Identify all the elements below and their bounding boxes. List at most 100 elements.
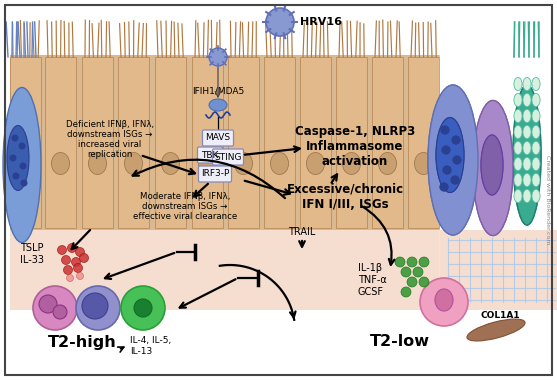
Circle shape	[442, 146, 451, 155]
Circle shape	[63, 266, 72, 274]
Text: IFIH1/MDA5: IFIH1/MDA5	[192, 86, 244, 95]
Circle shape	[413, 267, 423, 277]
Circle shape	[76, 272, 84, 280]
Ellipse shape	[467, 319, 525, 341]
Bar	[45, 57, 76, 228]
Bar	[336, 57, 367, 228]
Circle shape	[21, 179, 27, 187]
Ellipse shape	[481, 135, 503, 195]
Ellipse shape	[473, 100, 513, 236]
Ellipse shape	[532, 93, 540, 106]
FancyBboxPatch shape	[198, 147, 222, 163]
Circle shape	[66, 274, 74, 282]
Ellipse shape	[514, 125, 522, 138]
Ellipse shape	[436, 117, 464, 193]
Text: GCSF: GCSF	[358, 287, 384, 297]
Ellipse shape	[306, 152, 325, 174]
Ellipse shape	[209, 99, 227, 111]
Circle shape	[401, 287, 411, 297]
Ellipse shape	[532, 125, 540, 138]
Ellipse shape	[435, 289, 453, 311]
Ellipse shape	[532, 125, 540, 138]
Ellipse shape	[481, 135, 503, 195]
Bar	[118, 57, 149, 228]
Ellipse shape	[523, 141, 531, 155]
Circle shape	[442, 166, 452, 174]
Ellipse shape	[513, 85, 541, 225]
FancyBboxPatch shape	[203, 130, 233, 146]
FancyBboxPatch shape	[213, 149, 243, 165]
Circle shape	[39, 295, 57, 313]
Circle shape	[82, 293, 108, 319]
Bar	[372, 57, 403, 228]
Bar	[440, 230, 557, 310]
Text: Moderate IFNβ, IFNλ,: Moderate IFNβ, IFNλ,	[140, 192, 230, 201]
Ellipse shape	[532, 78, 540, 90]
Ellipse shape	[523, 93, 531, 106]
Ellipse shape	[514, 157, 522, 171]
Ellipse shape	[51, 152, 70, 174]
Ellipse shape	[436, 117, 464, 193]
Circle shape	[439, 182, 448, 192]
Circle shape	[12, 135, 18, 141]
Ellipse shape	[523, 109, 531, 122]
Ellipse shape	[532, 93, 540, 106]
Ellipse shape	[532, 141, 540, 155]
Circle shape	[395, 257, 405, 267]
Text: STING: STING	[214, 152, 242, 161]
Ellipse shape	[514, 157, 522, 171]
Ellipse shape	[532, 157, 540, 171]
Circle shape	[71, 258, 81, 266]
Text: COL1A1: COL1A1	[480, 310, 520, 320]
Circle shape	[9, 155, 17, 162]
Circle shape	[442, 146, 451, 155]
Text: increased viral: increased viral	[79, 140, 141, 149]
Ellipse shape	[473, 100, 513, 236]
Circle shape	[121, 286, 165, 330]
Text: IL-13: IL-13	[130, 347, 152, 356]
Circle shape	[407, 257, 417, 267]
Circle shape	[57, 245, 66, 255]
Text: IFN I/III, ISGs: IFN I/III, ISGs	[302, 198, 388, 211]
Ellipse shape	[523, 190, 531, 203]
Ellipse shape	[89, 152, 106, 174]
Text: MAVS: MAVS	[206, 133, 231, 142]
Ellipse shape	[532, 190, 540, 203]
Text: downstream ISGs →: downstream ISGs →	[142, 202, 228, 211]
Ellipse shape	[523, 125, 531, 138]
Text: Inflammasome: Inflammasome	[306, 140, 404, 153]
Ellipse shape	[271, 152, 289, 174]
Ellipse shape	[523, 109, 531, 122]
Circle shape	[401, 267, 411, 277]
Bar	[264, 57, 295, 228]
Bar	[155, 57, 186, 228]
Ellipse shape	[162, 152, 179, 174]
Ellipse shape	[514, 174, 522, 187]
Ellipse shape	[514, 141, 522, 155]
Ellipse shape	[513, 85, 541, 225]
Text: T2-low: T2-low	[370, 334, 430, 350]
Text: TSLP: TSLP	[20, 243, 43, 253]
Ellipse shape	[523, 174, 531, 187]
Ellipse shape	[3, 87, 41, 242]
Ellipse shape	[523, 78, 531, 90]
Ellipse shape	[532, 109, 540, 122]
Ellipse shape	[16, 152, 35, 174]
Text: T2-high: T2-high	[48, 334, 116, 350]
Text: TRAIL: TRAIL	[289, 227, 316, 237]
Circle shape	[134, 299, 152, 317]
Text: effective viral clearance: effective viral clearance	[133, 212, 237, 221]
Text: TBK: TBK	[201, 150, 219, 160]
Circle shape	[80, 253, 89, 263]
Text: activation: activation	[322, 155, 388, 168]
Ellipse shape	[428, 85, 478, 235]
Ellipse shape	[532, 157, 540, 171]
Circle shape	[209, 48, 227, 66]
Circle shape	[76, 247, 85, 256]
Ellipse shape	[514, 125, 522, 138]
Circle shape	[419, 257, 429, 267]
Circle shape	[76, 286, 120, 330]
Text: IL-33: IL-33	[20, 255, 44, 265]
Text: IL-4, IL-5,: IL-4, IL-5,	[130, 336, 171, 345]
Ellipse shape	[523, 157, 531, 171]
